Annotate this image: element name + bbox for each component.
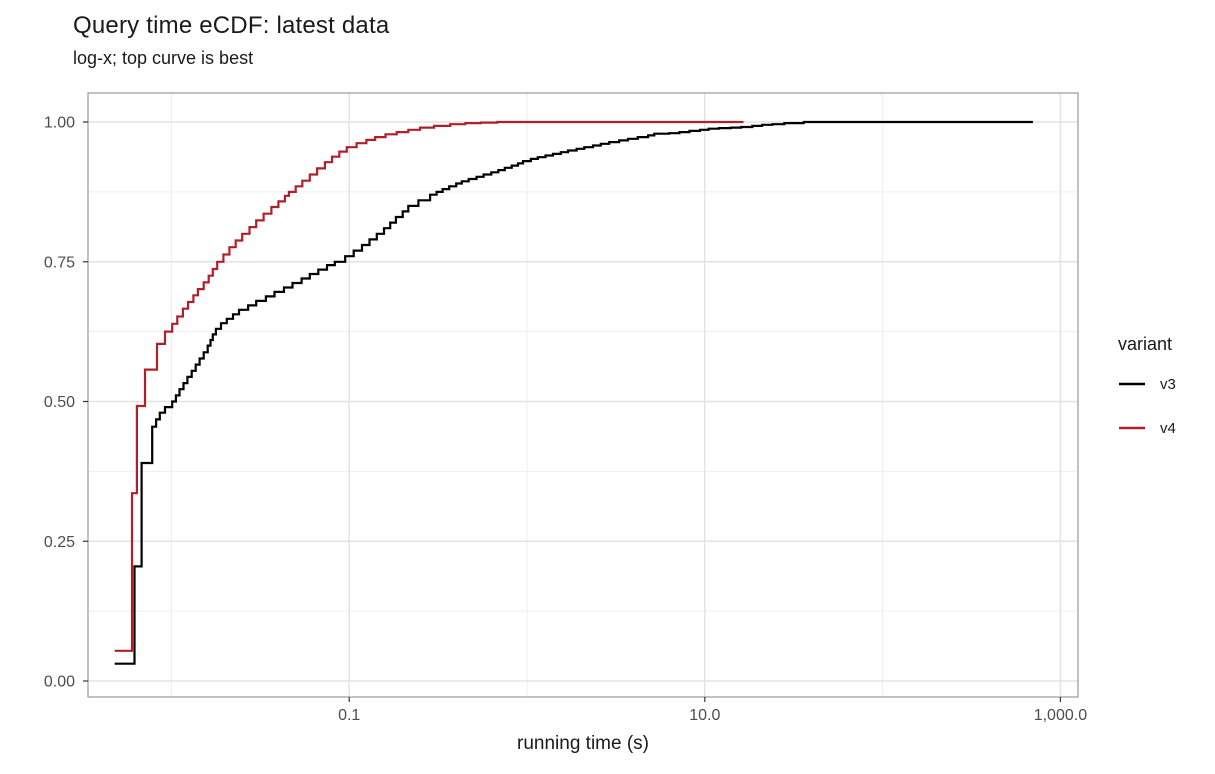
y-tick-label: 0.50	[44, 394, 75, 411]
y-tick-label: 1.00	[44, 115, 75, 132]
x-tick-label: 1,000.0	[1034, 707, 1087, 724]
legend-entries: v3 v4	[1118, 369, 1213, 443]
legend-label: v4	[1160, 419, 1176, 437]
x-tick-label: 10.0	[689, 707, 720, 724]
legend-key-line-v4	[1119, 426, 1145, 430]
x-axis-title: running time (s)	[517, 733, 649, 754]
ecdf-curve-v4	[114, 120, 744, 652]
ecdf-curve-v3	[114, 120, 1033, 665]
legend-key-line-v3	[1119, 382, 1145, 386]
y-tick-label: 0.75	[44, 254, 75, 271]
chart-subtitle: log-x; top curve is best	[73, 48, 254, 68]
y-tick-label: 0.25	[44, 534, 75, 551]
panel-border	[87, 92, 1079, 698]
chart-title: Query time eCDF: latest data	[73, 12, 390, 39]
legend-label: v3	[1160, 375, 1176, 393]
legend: variant v3 v4	[1118, 334, 1213, 457]
legend-entry-v3: v3	[1118, 369, 1213, 399]
legend-title: variant	[1118, 334, 1173, 354]
x-tick-label: 0.1	[338, 707, 360, 724]
legend-entry-v4: v4	[1118, 413, 1213, 443]
y-tick-label: 0.00	[44, 674, 75, 691]
